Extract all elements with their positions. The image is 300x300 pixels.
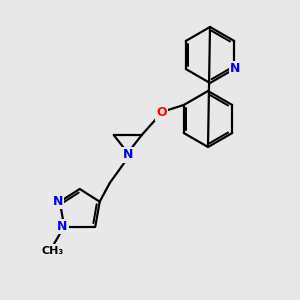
Text: O: O [156,106,167,119]
Text: N: N [57,220,68,233]
Text: N: N [230,62,240,76]
Text: CH₃: CH₃ [41,246,63,256]
Text: N: N [52,195,63,208]
Text: N: N [123,148,133,161]
